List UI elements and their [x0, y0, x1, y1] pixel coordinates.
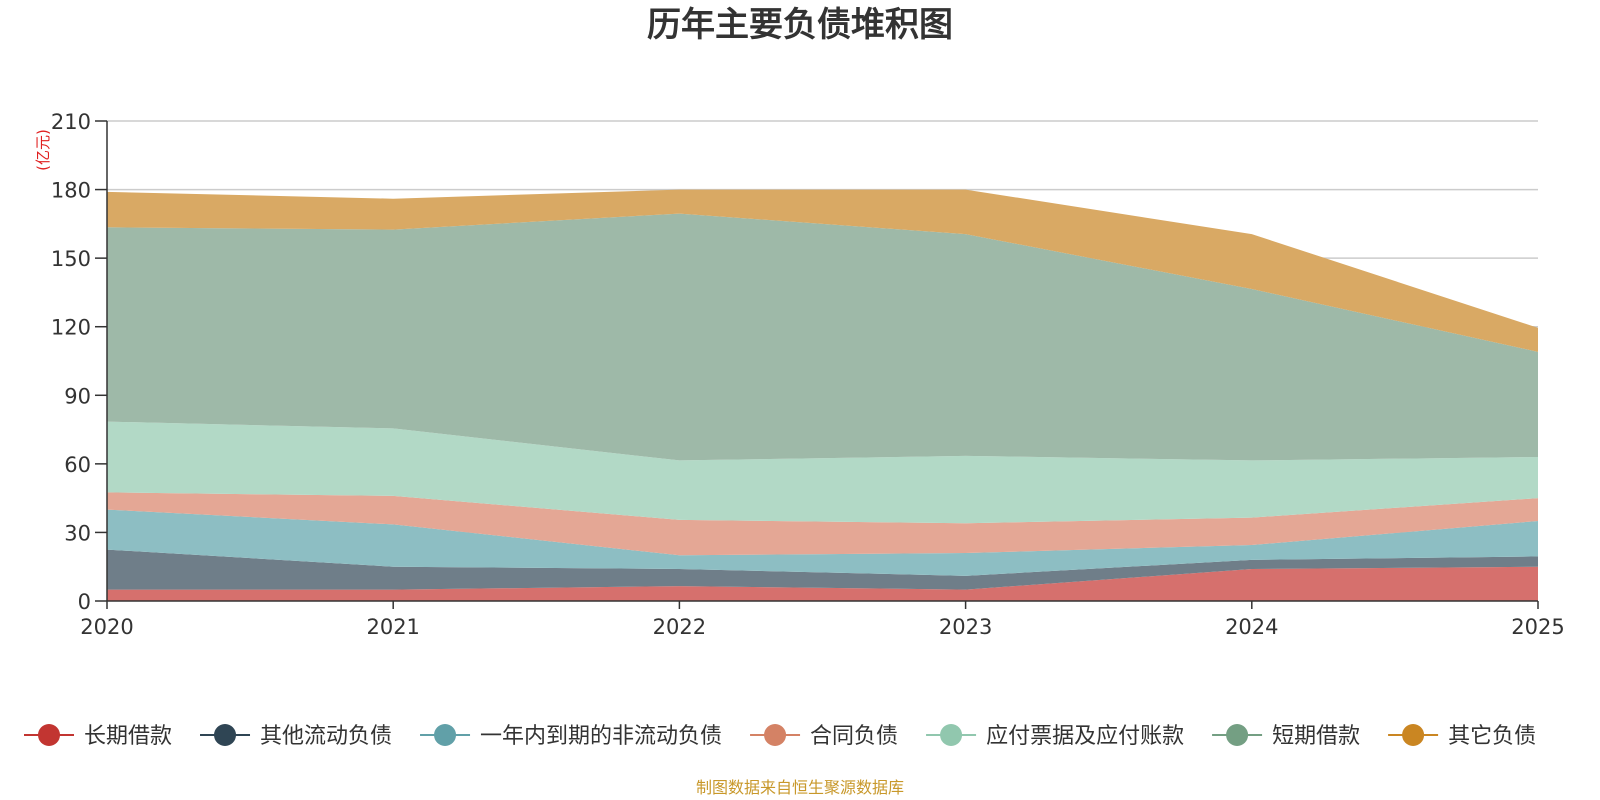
- y-axis-unit-label: (亿元): [34, 129, 52, 171]
- legend-item-6[interactable]: 短期借款: [1212, 724, 1360, 749]
- legend-marker: [764, 724, 787, 746]
- area-series-1[interactable]: [107, 566, 1538, 601]
- legend-label: 合同负债: [810, 724, 898, 749]
- legend-item-1[interactable]: 长期借款: [24, 724, 172, 749]
- legend-label: 应付票据及应付账款: [986, 724, 1184, 749]
- area-series: [107, 189, 1538, 601]
- legend-item-7[interactable]: 其它负债: [1388, 724, 1536, 749]
- area-series-4[interactable]: [107, 492, 1538, 556]
- legend-label: 短期借款: [1272, 724, 1360, 749]
- x-tick-label: 2021: [366, 615, 419, 639]
- y-tick-label: 90: [64, 384, 91, 408]
- axes: 0 30 60 90 120 150 180 210 2020 2021 2022 2023 2024 2…: [51, 110, 1565, 639]
- area-series-3[interactable]: [107, 509, 1538, 576]
- y-tick-label: 60: [64, 453, 91, 477]
- legend-marker: [38, 724, 60, 746]
- area-series-6[interactable]: [107, 213, 1538, 461]
- data-source-note: 制图数据来自恒生聚源数据库: [696, 778, 904, 797]
- y-tick-label: 30: [64, 521, 91, 545]
- area-series-2[interactable]: [107, 549, 1538, 590]
- x-tick-label: 2020: [80, 615, 133, 639]
- legend-label: 其它负债: [1448, 724, 1536, 749]
- legend-item-4[interactable]: 合同负债: [750, 724, 898, 749]
- area-series-7[interactable]: [107, 189, 1538, 352]
- legend-marker: [1226, 724, 1249, 746]
- legend-marker: [434, 724, 457, 746]
- legend-label: 长期借款: [84, 724, 172, 749]
- y-tick-label: 120: [51, 316, 91, 340]
- chart-title: 历年主要负债堆积图: [647, 5, 953, 45]
- legend[interactable]: 长期借款 其他流动负债 一年内到期的非流动负债 合同负债 应付票据及应付账款 短期借款 其它…: [24, 724, 1536, 749]
- legend-label: 其他流动负债: [260, 724, 392, 749]
- x-tick-label: 2023: [939, 615, 992, 639]
- x-tick-label: 2022: [653, 615, 706, 639]
- y-tick-label: 150: [51, 247, 91, 271]
- legend-marker: [214, 724, 237, 746]
- legend-item-2[interactable]: 其他流动负债: [200, 724, 392, 749]
- legend-label: 一年内到期的非流动负债: [480, 724, 722, 749]
- x-tick-label: 2024: [1225, 615, 1278, 639]
- x-tick-label: 2025: [1511, 615, 1564, 639]
- y-tick-label: 0: [78, 590, 91, 614]
- y-tick-label: 180: [51, 179, 91, 203]
- legend-marker: [1402, 724, 1425, 746]
- legend-item-3[interactable]: 一年内到期的非流动负债: [420, 724, 722, 749]
- legend-item-5[interactable]: 应付票据及应付账款: [926, 724, 1184, 749]
- legend-marker: [940, 724, 963, 746]
- area-series-5[interactable]: [107, 421, 1538, 524]
- y-tick-label: 210: [51, 110, 91, 134]
